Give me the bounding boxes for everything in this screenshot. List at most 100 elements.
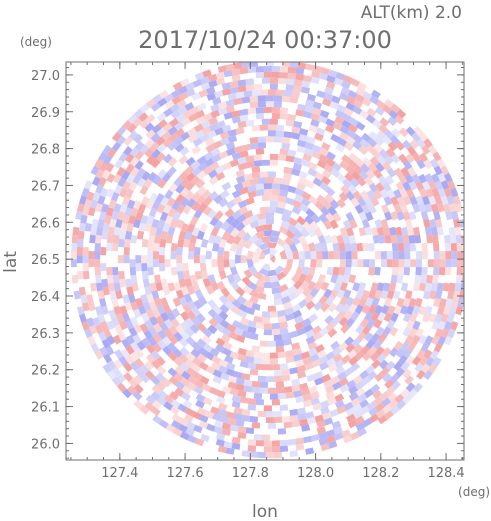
radar-cell [256, 148, 265, 155]
radar-cell [159, 239, 166, 248]
radar-cell [246, 78, 255, 85]
radar-cell [304, 251, 311, 260]
radar-cell [262, 358, 270, 364]
radar-cell [248, 67, 257, 74]
radar-cell [316, 259, 323, 267]
radar-cell [392, 243, 399, 252]
radar-cell [272, 66, 280, 72]
radar-cell [235, 255, 241, 264]
radar-cell [284, 131, 293, 138]
radar-echo-field [71, 60, 469, 458]
radar-cell [344, 243, 351, 252]
radar-cell [83, 263, 89, 271]
x-tick-label: 128.4 [427, 466, 464, 481]
radar-cell [229, 259, 236, 268]
radar-cell [322, 251, 328, 259]
radar-cell [445, 259, 451, 267]
radar-cell [256, 66, 264, 72]
radar-cell [258, 101, 266, 107]
radar-cell [171, 243, 178, 252]
radar-cell [381, 251, 387, 259]
radar-cell [171, 267, 178, 276]
radar-cell [280, 72, 288, 79]
radar-cell [272, 107, 280, 113]
radar-cell [280, 440, 288, 447]
radar-cell [206, 251, 212, 259]
radar-cell [266, 101, 274, 107]
radar-cell [352, 251, 358, 259]
radar-cell [456, 275, 463, 284]
radar-cell [254, 434, 262, 440]
radar-cell [286, 78, 295, 85]
radar-cell [434, 259, 440, 267]
radar-cell [255, 183, 264, 190]
radar-cell [449, 227, 456, 236]
radar-cell [284, 386, 293, 393]
radar-cell [263, 282, 272, 288]
radar-cell [118, 255, 124, 263]
radar-cell [124, 255, 130, 263]
radar-cell [274, 376, 282, 382]
radar-cell [445, 267, 451, 275]
radar-cell [276, 125, 284, 131]
radar-cell [278, 352, 287, 359]
radar-cell [262, 160, 270, 166]
radar-cell [260, 341, 268, 347]
radar-cell [274, 334, 283, 341]
radar-cell [194, 247, 201, 256]
radar-cell [287, 114, 296, 121]
radar-cell [252, 125, 261, 132]
radar-cell [159, 263, 165, 271]
radar-cell [135, 255, 141, 263]
radar-cell [416, 259, 422, 267]
radar-cell [182, 263, 189, 272]
radar-cell [445, 251, 451, 259]
radar-cell [408, 235, 415, 244]
radar-cell [387, 251, 393, 259]
radar-cell [72, 275, 79, 284]
radar-cell [268, 171, 276, 177]
radar-cell [422, 251, 428, 259]
radar-cell [223, 259, 230, 268]
radar-cell [278, 78, 286, 84]
radar-cell [268, 89, 276, 95]
radar-cell [280, 66, 288, 72]
radar-cell [415, 267, 422, 276]
radar-cell [288, 439, 297, 446]
radar-cell [397, 235, 404, 244]
radar-cell [238, 79, 247, 86]
radar-cell [433, 243, 439, 251]
radar-cell [414, 275, 421, 284]
radar-cell [200, 263, 207, 272]
radar-cell [451, 243, 457, 251]
radar-cell [352, 259, 358, 267]
radar-cell [200, 255, 206, 263]
radar-cell [83, 271, 90, 280]
radar-cell [248, 445, 257, 452]
radar-cell [250, 369, 259, 376]
radar-cell [106, 243, 112, 252]
radar-cell [291, 420, 300, 427]
radar-cell [250, 102, 259, 109]
radar-cell [398, 259, 404, 267]
y-tick-label: 26.4 [31, 290, 60, 305]
radar-cell [246, 120, 255, 127]
radar-cell [272, 364, 280, 370]
x-axis-label: lon [252, 502, 278, 521]
radar-cell [445, 243, 451, 251]
radar-cell [268, 341, 276, 347]
radar-cell [263, 230, 272, 236]
radar-cell [270, 78, 278, 84]
radar-cell [368, 243, 375, 252]
radar-cell [426, 275, 433, 284]
radar-cell [159, 255, 165, 263]
radar-cell [258, 376, 266, 382]
radar-cell [264, 323, 272, 329]
timestamp-title: 2017/10/24 00:37:00 [138, 26, 392, 54]
radar-cell [404, 251, 410, 259]
radar-cell [95, 275, 102, 284]
radar-cell [357, 259, 363, 267]
radar-cell [363, 259, 369, 267]
radar-cell [268, 306, 276, 312]
radar-cell [94, 259, 100, 267]
